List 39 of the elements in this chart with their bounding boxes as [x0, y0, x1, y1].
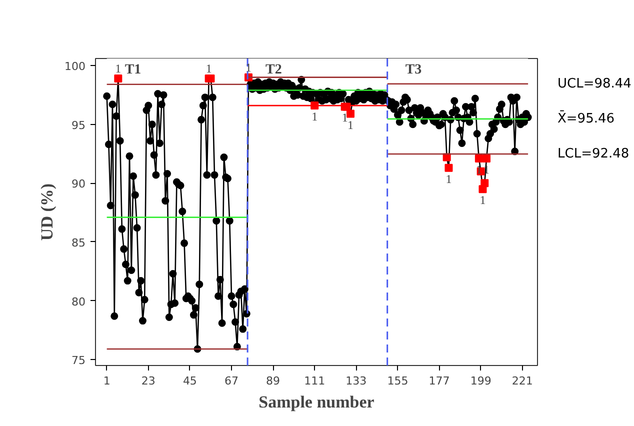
x-tick-label: 23	[141, 374, 156, 388]
x-tick-label: 199	[470, 374, 492, 388]
annotation: 1	[312, 110, 318, 124]
point	[482, 154, 490, 162]
x-tick-label: 221	[512, 374, 533, 388]
point	[346, 110, 354, 118]
annotation: 1	[446, 172, 452, 186]
point	[114, 74, 122, 82]
y-tick-label: 85	[72, 236, 86, 250]
text: LCL=92.48	[558, 146, 630, 162]
point	[474, 154, 483, 162]
x-tick-label: 45	[182, 374, 197, 388]
x-tick-label: 155	[387, 374, 408, 388]
annotation: 1	[348, 118, 354, 132]
x-axis-title: Sample number	[258, 392, 375, 412]
y-tick-label: 90	[72, 178, 86, 191]
text: X̄=95.46	[558, 110, 615, 126]
point	[480, 179, 489, 188]
annotation: 1	[480, 193, 486, 208]
y-tick-label: 100	[64, 60, 86, 74]
y-tick-label: 95	[72, 118, 86, 132]
x-tick-label: 67	[224, 374, 238, 388]
x-tick-label: 89	[266, 374, 280, 388]
band-label: T2	[266, 62, 282, 78]
y-tick-label: 75	[72, 354, 86, 368]
annotation: 1	[206, 61, 212, 76]
y-axis-title: UD (%)	[38, 183, 57, 241]
point	[444, 164, 453, 172]
x-tick-label: 111	[304, 374, 326, 388]
text: UCL=98.44	[558, 76, 632, 92]
annotation: 1	[115, 61, 122, 76]
x-tick-label: 133	[346, 374, 367, 388]
y-tick-label: 80	[72, 295, 86, 308]
annotation: 1	[246, 60, 252, 74]
x-tick-label: 1	[103, 374, 110, 388]
annotation: 1	[342, 110, 348, 125]
band-label: T3	[405, 62, 422, 78]
x-tick-label: 177	[428, 374, 450, 388]
band-label: T1	[124, 62, 142, 78]
